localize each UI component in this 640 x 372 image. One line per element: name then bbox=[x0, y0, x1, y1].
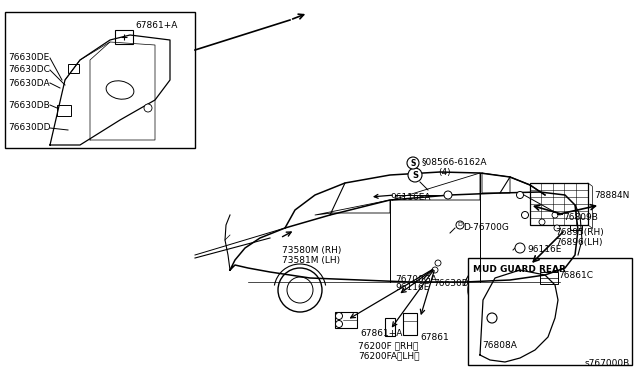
Bar bbox=[530, 183, 588, 225]
Circle shape bbox=[468, 268, 512, 312]
Circle shape bbox=[432, 267, 438, 273]
Text: 67861+A: 67861+A bbox=[135, 20, 177, 29]
Circle shape bbox=[408, 168, 422, 182]
Circle shape bbox=[552, 212, 558, 218]
Bar bbox=[468, 258, 632, 365]
Text: D: D bbox=[458, 222, 463, 228]
Text: 76895(RH): 76895(RH) bbox=[555, 228, 604, 237]
Text: MUD GUARD REAR: MUD GUARD REAR bbox=[473, 266, 566, 275]
Circle shape bbox=[278, 268, 322, 312]
Text: (4): (4) bbox=[438, 167, 451, 176]
Bar bbox=[68, 64, 79, 73]
Circle shape bbox=[539, 219, 545, 225]
Text: 76630D: 76630D bbox=[433, 279, 468, 288]
Text: 76630DE: 76630DE bbox=[8, 54, 49, 62]
Text: 76808A: 76808A bbox=[482, 340, 517, 350]
Bar bbox=[385, 318, 395, 336]
Text: 76630DD: 76630DD bbox=[8, 124, 51, 132]
Bar bbox=[570, 205, 582, 230]
Circle shape bbox=[456, 221, 464, 229]
Circle shape bbox=[407, 157, 419, 169]
Text: 76700GA: 76700GA bbox=[395, 275, 437, 283]
Text: 67861+A: 67861+A bbox=[360, 328, 403, 337]
Circle shape bbox=[444, 191, 452, 199]
Text: D-76700G: D-76700G bbox=[463, 224, 509, 232]
Bar bbox=[57, 105, 71, 116]
Text: 76630DB: 76630DB bbox=[8, 100, 50, 109]
Bar bbox=[115, 30, 133, 44]
Circle shape bbox=[487, 313, 497, 323]
Circle shape bbox=[335, 312, 342, 320]
Text: 76630DA: 76630DA bbox=[8, 78, 50, 87]
Text: 76630DC: 76630DC bbox=[8, 65, 50, 74]
Text: 67861: 67861 bbox=[420, 334, 449, 343]
Text: 78884N: 78884N bbox=[594, 192, 629, 201]
Bar bbox=[335, 312, 357, 328]
Text: 96116EA: 96116EA bbox=[390, 192, 431, 202]
Circle shape bbox=[522, 212, 529, 218]
Text: 76200F 〈RH〉: 76200F 〈RH〉 bbox=[358, 341, 419, 350]
Circle shape bbox=[144, 104, 152, 112]
Circle shape bbox=[335, 321, 342, 327]
Text: 73580M (RH): 73580M (RH) bbox=[282, 247, 341, 256]
Text: 76200FA〈LH〉: 76200FA〈LH〉 bbox=[358, 352, 419, 360]
Text: 76896(LH): 76896(LH) bbox=[555, 237, 602, 247]
Text: §08566-6162A: §08566-6162A bbox=[422, 157, 488, 167]
Text: 96116E: 96116E bbox=[395, 283, 429, 292]
Bar bbox=[540, 272, 558, 284]
Bar bbox=[5, 12, 195, 148]
Text: 96116E: 96116E bbox=[527, 246, 561, 254]
Circle shape bbox=[477, 277, 503, 303]
Text: s767000B: s767000B bbox=[585, 359, 630, 368]
Text: S: S bbox=[412, 170, 418, 180]
Circle shape bbox=[554, 225, 560, 231]
Text: 73581M (LH): 73581M (LH) bbox=[282, 256, 340, 264]
Ellipse shape bbox=[106, 81, 134, 99]
Circle shape bbox=[287, 277, 313, 303]
Circle shape bbox=[515, 243, 525, 253]
Text: 76809B: 76809B bbox=[563, 214, 598, 222]
Text: S: S bbox=[410, 158, 416, 167]
Circle shape bbox=[516, 192, 524, 199]
Text: 76861C: 76861C bbox=[558, 270, 593, 279]
Bar bbox=[403, 313, 417, 335]
Circle shape bbox=[435, 260, 441, 266]
